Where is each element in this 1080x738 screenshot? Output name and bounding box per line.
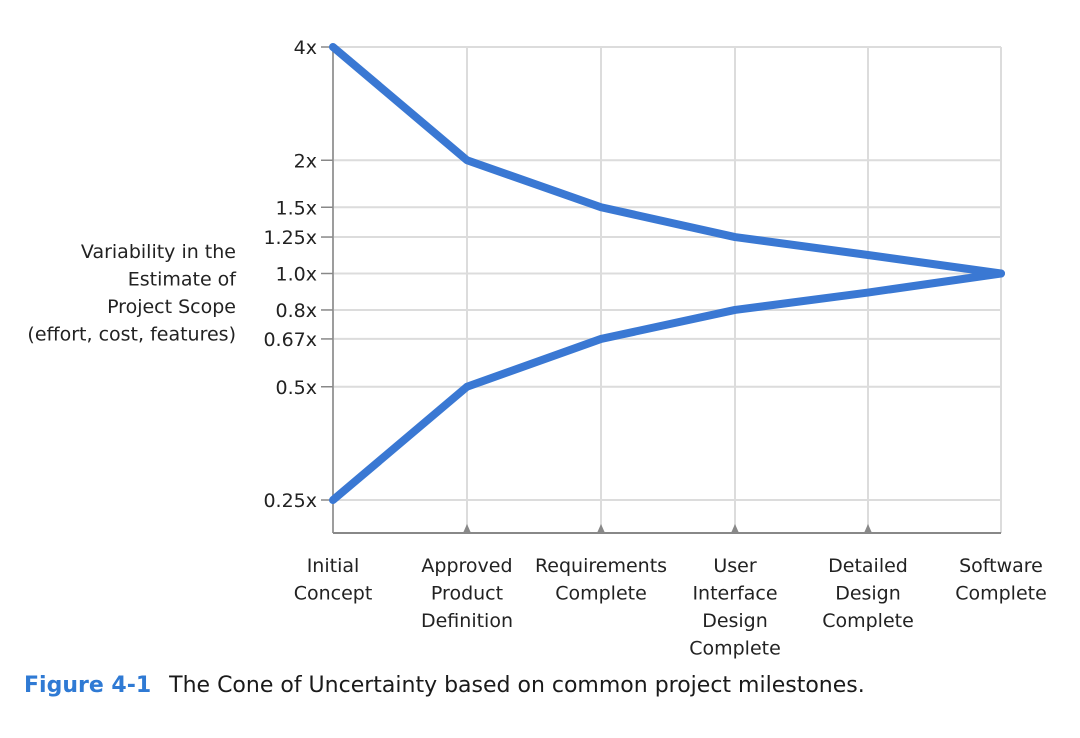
x-tick-label: Detailed Design Complete [822,555,914,632]
lower-bound-line [329,269,1005,504]
x-tick-marker [864,524,872,533]
y-axis-label: Variability in the Estimate of Project Sco… [27,241,237,346]
x-tick-label: Approved Product Definition [421,555,513,632]
x-tick-marker [463,524,471,533]
y-tick-label: 2x [294,150,317,172]
y-axis-ticks: 4x 2x 1.5x 1.25x 1.0x 0.8x 0.67x 0.5x 0.25x [263,37,333,512]
figure-number: Figure 4-1 [24,673,152,698]
y-tick-label: 1.25x [263,227,317,249]
y-tick-label: 0.5x [276,377,317,399]
x-tick-marker [597,524,605,533]
y-tick-label: 4x [294,37,317,59]
cone-of-uncertainty-chart: 4x 2x 1.5x 1.25x 1.0x 0.8x 0.67x 0.5x 0.25x Init… [27,37,1047,660]
axes [332,47,1001,534]
y-tick-label: 0.25x [263,490,317,512]
figure-caption: Figure 4-1 The Cone of Uncertainty based … [24,673,865,698]
x-tick-label: Initial Concept [294,555,373,605]
x-tick-label: User Interface Design Complete [689,555,781,660]
y-axis-title: Variability in the Estimate of Project Sco… [27,241,237,346]
y-tick-label: 0.8x [276,300,317,322]
y-tick-label: 1.0x [276,264,317,286]
series-lines [329,43,1005,504]
x-tick-marker [731,524,739,533]
x-axis-ticks: Initial Concept Approved Product Definition R… [294,524,1047,660]
caption-text: The Cone of Uncertainty based on common … [169,673,865,698]
y-tick-label: 0.67x [263,329,317,351]
x-tick-label: Software Complete [955,555,1047,605]
x-tick-label: Requirements Complete [535,555,667,605]
upper-bound-line [329,43,1005,278]
y-tick-label: 1.5x [276,197,317,219]
